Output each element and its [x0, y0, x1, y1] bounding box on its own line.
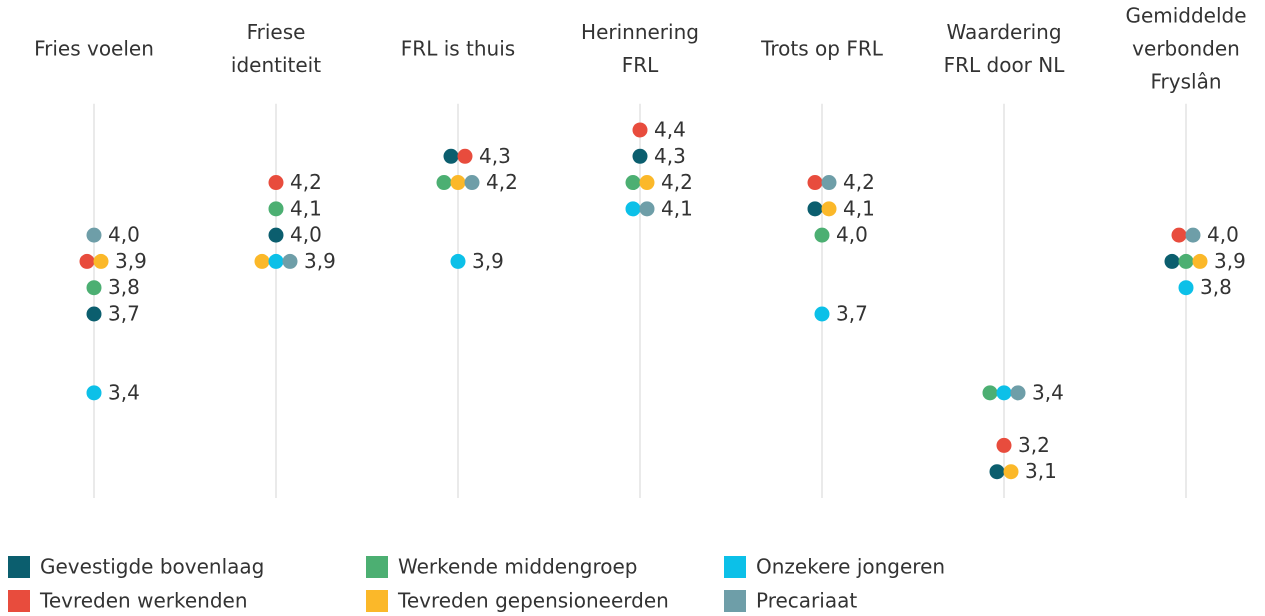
dot [639, 201, 655, 217]
dot [268, 227, 284, 243]
dot [982, 385, 998, 401]
dot [821, 175, 837, 191]
legend-swatch [724, 556, 746, 578]
dot [457, 148, 473, 164]
dot [996, 437, 1012, 453]
dot [821, 201, 837, 217]
dot [450, 253, 466, 269]
value-label: 4,2 [290, 170, 322, 194]
legend-label: Gevestigde bovenlaag [40, 555, 264, 579]
value-label: 3,9 [115, 249, 147, 273]
dot [443, 148, 459, 164]
legend-label: Precariaat [756, 589, 857, 613]
dot [79, 253, 95, 269]
dot [86, 306, 102, 322]
dot [254, 253, 270, 269]
dot [1164, 253, 1180, 269]
value-label: 4,0 [1207, 223, 1239, 247]
value-label: 3,4 [1032, 380, 1064, 404]
legend-swatch [8, 556, 30, 578]
legend-label: Tevreden werkenden [39, 589, 248, 613]
value-label: 4,2 [843, 170, 875, 194]
dot [1178, 253, 1194, 269]
dot [1010, 385, 1026, 401]
category-label: FRL is thuis [401, 37, 515, 61]
dot [807, 201, 823, 217]
value-label: 3,8 [108, 275, 140, 299]
legend-swatch [366, 590, 388, 612]
value-label: 4,3 [479, 144, 511, 168]
value-label: 4,0 [290, 223, 322, 247]
dot [86, 280, 102, 296]
value-label: 3,9 [472, 249, 504, 273]
dot [450, 175, 466, 191]
dot [268, 201, 284, 217]
dot [996, 385, 1012, 401]
value-label: 3,8 [1200, 275, 1232, 299]
dot [1192, 253, 1208, 269]
dot [625, 201, 641, 217]
legend-swatch [366, 556, 388, 578]
dot [989, 464, 1005, 480]
value-label: 3,4 [108, 380, 140, 404]
value-label: 4,4 [654, 117, 686, 141]
value-label: 3,9 [1214, 249, 1246, 273]
category-label: Herinnering [581, 20, 699, 44]
legend-swatch [8, 590, 30, 612]
category-label: Gemiddelde [1125, 4, 1246, 28]
category-label: Fryslân [1150, 70, 1221, 94]
value-label: 4,1 [843, 196, 875, 220]
category-label: identiteit [231, 53, 321, 77]
dot [632, 122, 648, 138]
value-label: 4,0 [108, 223, 140, 247]
dot [268, 175, 284, 191]
dot [625, 175, 641, 191]
value-label: 3,7 [108, 301, 140, 325]
dot [1171, 227, 1187, 243]
category-label: FRL [622, 53, 659, 77]
category-label: Friese [247, 20, 306, 44]
value-label: 4,1 [290, 196, 322, 220]
dot [268, 253, 284, 269]
dot [814, 306, 830, 322]
value-label: 3,7 [836, 301, 868, 325]
dot [464, 175, 480, 191]
dot [1003, 464, 1019, 480]
value-label: 3,9 [304, 249, 336, 273]
value-label: 4,0 [836, 223, 868, 247]
value-label: 4,3 [654, 144, 686, 168]
category-label: Trots op FRL [760, 37, 884, 61]
dot [807, 175, 823, 191]
legend-label: Onzekere jongeren [756, 555, 945, 579]
category-label: verbonden [1132, 37, 1240, 61]
dot [436, 175, 452, 191]
dot [639, 175, 655, 191]
dot [93, 253, 109, 269]
category-label: FRL door NL [944, 53, 1066, 77]
value-label: 4,2 [486, 170, 518, 194]
value-label: 4,1 [661, 196, 693, 220]
dot [282, 253, 298, 269]
value-label: 4,2 [661, 170, 693, 194]
dot [1185, 227, 1201, 243]
value-label: 3,1 [1025, 459, 1057, 483]
dot [86, 227, 102, 243]
value-label: 3,2 [1018, 433, 1050, 457]
legend-label: Werkende middengroep [398, 555, 637, 579]
dot [632, 148, 648, 164]
category-label: Waardering [946, 20, 1061, 44]
dot [86, 385, 102, 401]
legend-swatch [724, 590, 746, 612]
dot [1178, 280, 1194, 296]
dot [814, 227, 830, 243]
legend-label: Tevreden gepensioneerden [397, 589, 669, 613]
category-label: Fries voelen [34, 37, 154, 61]
